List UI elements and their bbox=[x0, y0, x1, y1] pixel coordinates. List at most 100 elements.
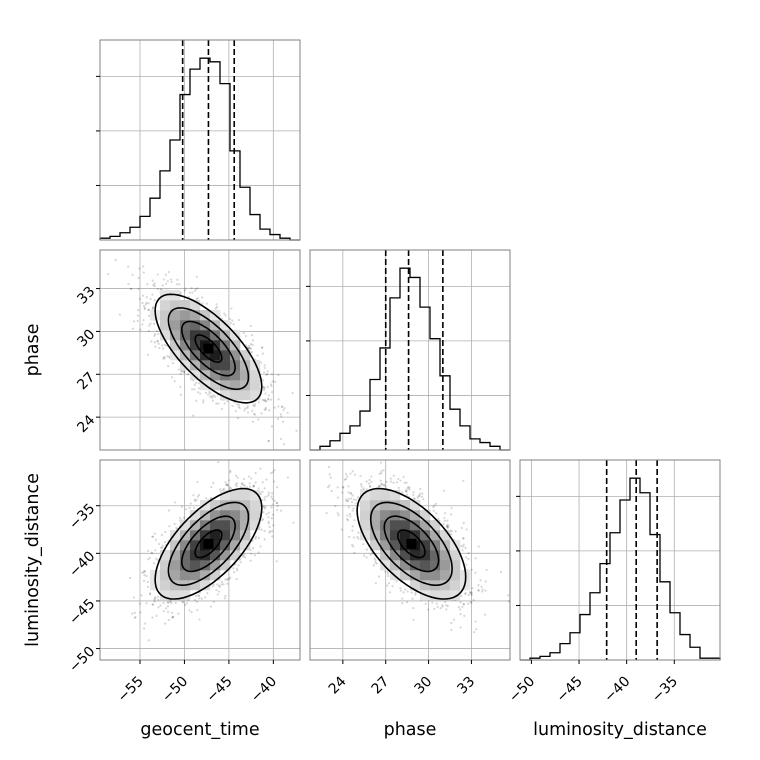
sample-point bbox=[149, 322, 152, 325]
sample-point bbox=[218, 584, 221, 587]
sample-point bbox=[272, 480, 276, 483]
sample-point bbox=[408, 486, 411, 489]
density-cell bbox=[170, 530, 181, 541]
sample-point bbox=[267, 439, 270, 443]
sample-point bbox=[372, 564, 376, 567]
sample-point bbox=[368, 484, 372, 488]
sample-point bbox=[262, 386, 265, 389]
density-cell bbox=[200, 310, 211, 321]
histogram-geocent-time bbox=[99, 57, 300, 241]
sample-point bbox=[266, 373, 269, 376]
density-cell bbox=[440, 590, 451, 601]
sample-point bbox=[464, 592, 467, 595]
contour-line bbox=[154, 487, 263, 600]
sample-point bbox=[450, 533, 453, 536]
density-cell bbox=[390, 530, 401, 541]
sample-point bbox=[272, 524, 275, 527]
density-cell bbox=[430, 520, 441, 531]
sample-point bbox=[223, 312, 226, 315]
sample-point bbox=[470, 568, 473, 571]
sample-point bbox=[484, 589, 487, 592]
density-cell bbox=[240, 540, 251, 551]
sample-point bbox=[196, 495, 199, 498]
sample-point bbox=[462, 602, 465, 606]
sample-point bbox=[392, 474, 395, 477]
sample-point bbox=[147, 639, 150, 642]
panel-frame bbox=[309, 249, 511, 451]
sample-point bbox=[220, 407, 224, 411]
sample-point bbox=[270, 384, 273, 388]
density-peak bbox=[406, 538, 417, 549]
density-cell bbox=[190, 520, 201, 531]
sample-point bbox=[249, 477, 253, 480]
sample-point bbox=[133, 611, 136, 614]
sample-point bbox=[151, 603, 154, 606]
sample-point bbox=[236, 569, 239, 572]
sample-point bbox=[170, 280, 173, 284]
sample-point bbox=[194, 287, 197, 290]
sample-point bbox=[327, 465, 331, 469]
density-cell bbox=[250, 490, 261, 501]
sample-point bbox=[462, 479, 465, 482]
sample-point bbox=[251, 409, 254, 412]
density-cell bbox=[200, 320, 211, 331]
sample-point bbox=[153, 598, 156, 601]
sample-point bbox=[260, 519, 264, 522]
sample-point bbox=[159, 546, 163, 549]
contour-line bbox=[154, 293, 263, 404]
sample-point bbox=[269, 383, 272, 386]
sample-point bbox=[465, 563, 468, 566]
sample-point bbox=[267, 439, 270, 443]
sample-point bbox=[247, 475, 250, 478]
contour-line bbox=[167, 307, 250, 391]
sample-point bbox=[380, 472, 383, 475]
contour-line bbox=[167, 501, 250, 587]
sample-point bbox=[277, 405, 280, 408]
sample-point bbox=[145, 296, 148, 299]
sample-point bbox=[328, 473, 331, 476]
sample-point bbox=[224, 594, 227, 598]
sample-point bbox=[242, 555, 245, 558]
y-axis-label-luminosity-distance: luminosity_distance bbox=[23, 473, 43, 647]
sample-point bbox=[136, 314, 139, 317]
sample-point bbox=[164, 530, 167, 534]
density-cell bbox=[220, 560, 231, 571]
sample-point bbox=[417, 495, 420, 498]
sample-point bbox=[139, 602, 142, 605]
panel-background bbox=[520, 460, 720, 660]
sample-point bbox=[254, 481, 257, 484]
sample-point bbox=[246, 406, 249, 410]
sample-point bbox=[468, 591, 472, 594]
sample-point bbox=[446, 526, 450, 529]
density-cell bbox=[190, 300, 201, 311]
sample-point bbox=[193, 289, 197, 292]
density-cell bbox=[240, 370, 251, 381]
sample-point bbox=[379, 485, 382, 488]
sample-point bbox=[200, 597, 204, 600]
sample-point bbox=[471, 587, 474, 590]
density-cell bbox=[370, 540, 381, 551]
sample-point bbox=[463, 614, 466, 617]
density-phase-luminosity-distance bbox=[325, 461, 510, 634]
sample-point bbox=[195, 399, 198, 402]
sample-point bbox=[439, 607, 442, 610]
sample-point bbox=[142, 265, 145, 268]
sample-point bbox=[146, 283, 149, 286]
sample-point bbox=[382, 469, 385, 472]
sample-point bbox=[277, 398, 280, 401]
sample-point bbox=[253, 405, 256, 408]
sample-point bbox=[352, 536, 356, 539]
sample-point bbox=[163, 357, 166, 360]
sample-point bbox=[243, 553, 246, 556]
sample-point bbox=[405, 481, 408, 484]
sample-point bbox=[269, 398, 273, 401]
sample-point bbox=[261, 498, 264, 502]
density-cell bbox=[440, 530, 451, 541]
sample-point bbox=[352, 498, 355, 501]
sample-point bbox=[418, 492, 422, 495]
sample-point bbox=[232, 567, 235, 570]
density-cell bbox=[250, 390, 261, 401]
sample-point bbox=[151, 552, 154, 555]
sample-point bbox=[450, 506, 453, 510]
sample-point bbox=[132, 320, 136, 323]
